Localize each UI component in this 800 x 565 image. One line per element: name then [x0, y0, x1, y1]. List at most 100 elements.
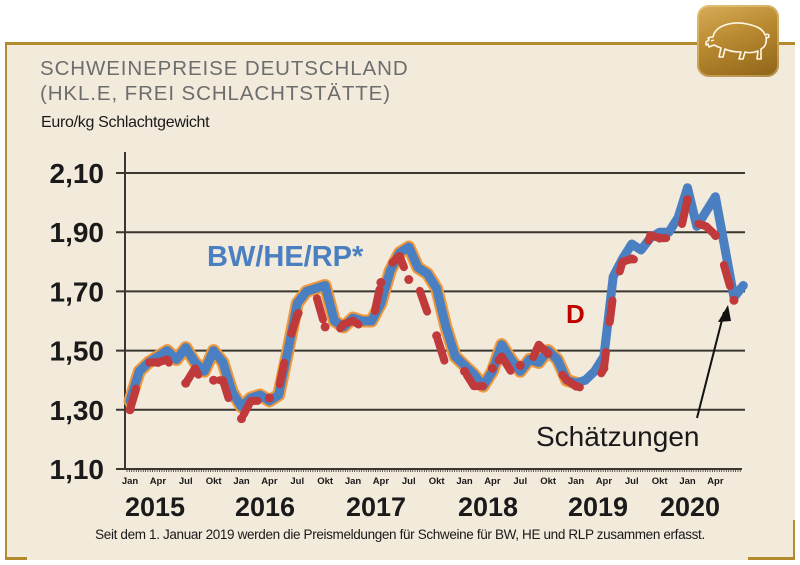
annotation-schaetzungen: Schätzungen	[536, 421, 699, 452]
x-year-label: 2016	[235, 492, 295, 522]
pig-icon	[705, 22, 770, 60]
x-tick-label: Jul	[179, 476, 193, 487]
series-bw-he-rp-point	[185, 347, 187, 349]
annotation-arrow	[696, 305, 731, 419]
series-bw-he-rp-point	[408, 246, 410, 248]
series-bw-he-rp-point	[724, 246, 726, 248]
series-bw-he-rp-point	[222, 361, 224, 363]
series-d-point	[125, 405, 135, 415]
series-bw-he-rp-point	[371, 320, 373, 322]
series-d-point	[487, 363, 497, 373]
series-d-point	[571, 381, 581, 391]
series-bw-he-rp-point	[584, 379, 586, 381]
pig-badge	[697, 5, 779, 77]
y-tick-label: 1,70	[50, 276, 105, 307]
x-tick-label: Apr	[596, 476, 613, 487]
series-bw-he-rp-point	[556, 358, 558, 360]
x-tick-label: Apr	[150, 476, 167, 487]
x-tick-label: Jul	[513, 476, 527, 487]
series-bw-he-rp-point	[175, 358, 177, 360]
series-bw-he-rp-point	[426, 273, 428, 275]
series-bw-he-rp-point	[436, 287, 438, 289]
series-bw-he-rp-point	[306, 290, 308, 292]
x-tick-label: Okt	[429, 476, 446, 487]
series-d-point	[599, 363, 609, 373]
series-d-point	[209, 375, 219, 385]
series-bw-he-rp-line	[125, 183, 748, 412]
series-bw-he-rp-point	[315, 287, 317, 289]
series-d-point	[292, 310, 302, 320]
series-d-point	[460, 366, 469, 376]
x-tick-label: Apr	[261, 476, 278, 487]
footnote: Seit dem 1. Januar 2019 werden die Preis…	[95, 527, 705, 542]
x-year-label: 2018	[458, 492, 518, 522]
title-line-1: SCHWEINEPREISE DEUTSCHLAND	[40, 57, 409, 80]
y-tick-label: 1,50	[50, 336, 105, 367]
series-bw-he-rp-point	[333, 320, 335, 322]
series-bw-he-rp-point	[361, 320, 363, 322]
frame-corner-bottom-right	[748, 557, 795, 560]
x-tick-label: Jan	[456, 476, 473, 487]
series-d-point	[683, 195, 692, 205]
series-bw-he-rp-point	[241, 406, 242, 408]
x-year-label: 2020	[660, 492, 720, 522]
series-d-point	[320, 322, 330, 332]
annotation-arrow-line	[696, 311, 725, 419]
x-year-label: 2019	[568, 492, 628, 522]
series-bw-he-rp-point	[417, 267, 419, 269]
x-tick-label: Okt	[652, 476, 669, 487]
frame-corner-right	[793, 520, 795, 560]
chart-frame	[5, 42, 795, 560]
series-d-point	[404, 275, 414, 285]
x-tick-label: Jul	[290, 476, 304, 487]
x-year-label: 2015	[125, 492, 185, 522]
series-d-point	[181, 378, 191, 388]
series-label-d: D	[566, 299, 585, 329]
series-d-point	[543, 349, 553, 359]
series-bw-he-rp-point	[659, 231, 661, 233]
series-bw-he-rp-point	[287, 350, 289, 352]
series-bw-he-rp-point	[538, 361, 540, 363]
series-bw-he-rp-point	[687, 187, 688, 189]
x-tick-label: Apr	[484, 476, 501, 487]
series-bw-he-rp-point	[464, 364, 465, 366]
series-d-point	[710, 230, 720, 240]
series-d-point	[655, 233, 665, 243]
x-tick-label: Jan	[568, 476, 585, 487]
x-tick-label: Okt	[206, 476, 223, 487]
series-bw-he-rp-point	[640, 249, 642, 251]
title-line-2: (HKL.E, FREI SCHLACHTSTÄTTE)	[40, 82, 391, 105]
series-bw-he-rp-point	[612, 276, 614, 278]
series-bw-he-rp-point	[278, 394, 280, 396]
series-d-point	[264, 393, 274, 403]
series-d-point	[348, 316, 358, 326]
series-bw-he-rp-point	[631, 243, 633, 245]
x-year-label: 2017	[346, 492, 406, 522]
chart-title: SCHWEINEPREISE DEUTSCHLAND (HKL.E, FREI …	[40, 56, 409, 106]
series-bw-he-rp-point	[501, 344, 503, 346]
series-bw-he-rp-point	[714, 196, 716, 198]
series-bw-he-rp-point	[389, 270, 391, 272]
x-tick-label: Jan	[233, 476, 250, 487]
series-bw-he-rp-point	[157, 356, 159, 358]
x-tick-label: Jan	[345, 476, 362, 487]
series-d-point	[376, 278, 386, 288]
y-tick-label: 1,10	[50, 454, 105, 485]
series-bw-he-rp-point	[519, 370, 521, 372]
y-tick-label: 2,10	[50, 158, 105, 189]
series-d-point	[515, 360, 525, 370]
x-tick-label: Okt	[317, 476, 334, 487]
series-d-point	[729, 295, 739, 305]
series-bw-he-rp-point	[138, 370, 140, 372]
series-bw-he-rp-point	[324, 284, 326, 286]
series-bw-he-rp-point	[742, 284, 744, 286]
series-bw-he-rp-point	[166, 350, 168, 352]
series-bw-he-rp-point	[594, 370, 596, 372]
series-bw-he-rp-point	[194, 361, 196, 363]
x-tick-label: Jan	[679, 476, 696, 487]
series-d-point	[237, 414, 246, 424]
y-tick-label: 1,30	[50, 395, 105, 426]
series-bw-he-rp-point	[213, 350, 215, 352]
series-d-point	[627, 254, 637, 264]
